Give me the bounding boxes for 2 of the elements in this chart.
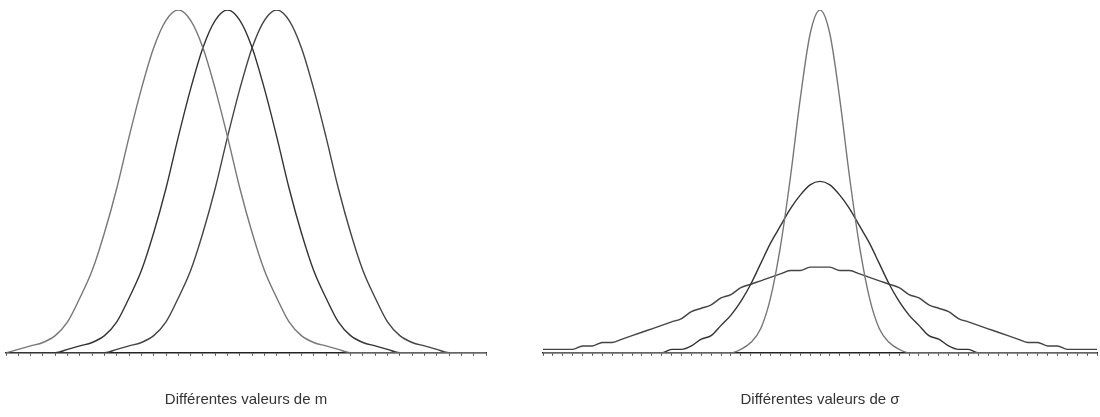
- x-axis-title: Différentes valeurs de m: [164, 390, 328, 408]
- x-axis-title: Différentes valeurs de σ: [740, 390, 901, 408]
